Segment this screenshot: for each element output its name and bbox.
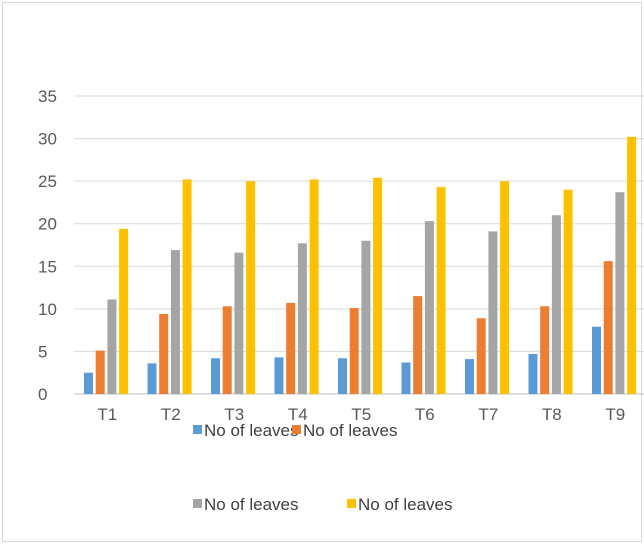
bar [309,179,319,394]
bars [84,136,637,394]
legend-swatch [193,499,202,508]
y-tick-label: 15 [38,257,57,276]
bar [563,189,573,394]
bar [349,308,359,394]
bar [274,357,284,394]
bar [107,299,117,394]
bar [615,192,625,394]
bar [159,313,169,394]
bar [436,187,446,394]
y-tick-label: 0 [38,385,47,404]
x-tick-label: T7 [478,405,498,424]
bar [95,350,105,394]
legend-label: No of leaves [303,421,398,440]
y-tick-label: 35 [38,87,57,106]
legend-swatch [347,499,356,508]
bar [540,306,550,394]
x-tick-label: T3 [224,405,244,424]
bar [424,221,434,394]
bar [222,306,232,394]
legend-label: No of leaves [204,495,299,514]
legend-label: No of leaves [204,421,299,440]
legend-swatch [292,425,301,434]
x-tick-label: T2 [161,405,181,424]
bar [551,215,561,394]
bar [147,363,157,394]
x-axis-ticks: T1 T2 T3 T4 T5 T6 T7 T8 T9 [97,405,625,424]
x-tick-label: T6 [415,405,435,424]
bar [286,302,296,394]
bar [373,177,383,394]
y-tick-label: 10 [38,300,57,319]
bar [401,362,411,394]
bar [500,181,510,394]
bar [476,318,486,394]
bar [84,372,93,394]
y-tick-label: 30 [38,130,57,149]
x-tick-label: T5 [351,405,371,424]
x-tick-label: T1 [97,405,117,424]
y-tick-label: 5 [38,342,47,361]
bar [234,252,244,394]
x-tick-label: T4 [288,405,308,424]
x-tick-label: T8 [542,405,562,424]
y-tick-label: 20 [38,215,57,234]
bar [211,358,220,394]
bar [170,250,180,394]
bar [338,358,347,394]
bar [361,240,371,394]
bar [528,353,538,394]
y-axis-ticks: 0 5 10 15 20 25 30 35 [38,87,57,404]
x-tick-label: T9 [605,405,625,424]
bar [627,136,637,394]
bar [488,231,498,394]
bar [603,261,613,394]
bar [182,179,192,394]
bar [297,243,307,394]
bar [119,228,129,394]
bar [465,359,474,394]
bar [246,181,256,394]
y-tick-label: 25 [38,172,57,191]
bar [413,296,423,394]
bar [592,326,601,394]
legend-label: No of leaves [358,495,453,514]
legend-swatch [193,425,202,434]
